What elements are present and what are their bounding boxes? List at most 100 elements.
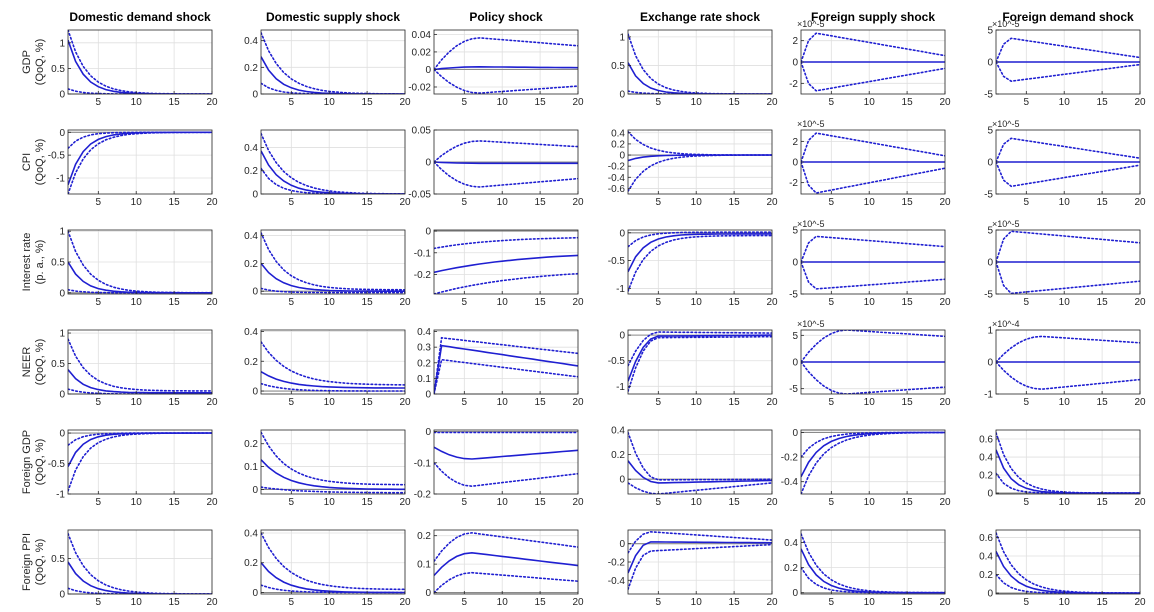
y-tick-label: 0.2 (244, 439, 258, 450)
y-tick-label: 0 (59, 90, 65, 101)
upper-band-line (261, 341, 405, 386)
y-tick-label: 0.4 (611, 128, 625, 139)
upper-band-line (628, 231, 772, 248)
x-tick-label: 15 (169, 197, 181, 208)
y-tick-label: 0 (619, 539, 625, 550)
x-tick-label: 20 (1134, 597, 1146, 608)
axes-box (627, 329, 773, 395)
irf-panel: 5 10 15 20 0 0.5 (51, 529, 218, 608)
y-tick-label: 0 (59, 128, 65, 139)
y-tick-label: -1 (56, 174, 65, 185)
y-tick-label: 0 (987, 158, 993, 169)
upper-band-line (801, 132, 945, 163)
y-tick-label: 5 (792, 331, 798, 342)
irf-panel: 5 10 15 20 0 0.5 1 (51, 29, 218, 108)
y-tick-label: -1 (984, 390, 993, 401)
x-tick-label: 5 (1024, 297, 1030, 308)
median-response-line (996, 550, 1140, 594)
y-tick-label: -5 (984, 190, 993, 201)
y-tick-label: 0.1 (417, 374, 431, 385)
row-label: Foreign GDP (QoQ, %) (21, 430, 46, 494)
upper-band-line (628, 33, 772, 94)
y-tick-label: 0.2 (244, 357, 258, 368)
x-tick-label: 10 (324, 297, 336, 308)
y-tick-label: -1 (56, 490, 65, 501)
x-tick-label: 20 (1134, 297, 1146, 308)
median-response-line (68, 432, 212, 467)
lower-band-line (628, 543, 772, 591)
y-tick-label: 0 (425, 588, 431, 599)
lower-band-line (261, 167, 405, 194)
row-label-line: (QoQ, %) (34, 39, 46, 85)
lower-band-line (801, 361, 945, 394)
y-tick-label: 1 (619, 32, 625, 43)
median-response-line (261, 262, 405, 292)
y-tick-label: 0.2 (244, 63, 258, 74)
x-tick-label: 5 (656, 197, 662, 208)
median-response-line (801, 431, 945, 478)
axes-box (800, 529, 946, 595)
y-tick-label: -0.1 (414, 248, 432, 259)
x-tick-label: 5 (96, 397, 102, 408)
x-tick-label: 20 (206, 197, 218, 208)
median-response-line (261, 370, 405, 389)
x-tick-label: 10 (1059, 397, 1071, 408)
x-tick-label: 15 (169, 397, 181, 408)
column-title: Foreign demand shock (1002, 10, 1134, 24)
lower-band-line (996, 161, 1140, 188)
y-tick-label: 0 (987, 58, 993, 69)
y-tick-label: 0.2 (611, 450, 625, 461)
x-tick-label: 15 (729, 197, 741, 208)
y-tick-label: -5 (984, 90, 993, 101)
x-tick-label: 15 (535, 597, 547, 608)
y-tick-label: 0.5 (611, 61, 625, 72)
x-tick-label: 10 (324, 397, 336, 408)
y-tick-label: 0.2 (417, 358, 431, 369)
irf-panel: 5 10 15 20 0 0.2 0.4 (244, 129, 411, 208)
irf-panel: 5 10 15 20-505×10^-5 (984, 219, 1146, 308)
row-label-line: Foreign GDP (21, 430, 33, 494)
median-response-line (996, 449, 1140, 494)
y-tick-label: -2 (789, 178, 798, 189)
y-tick-label: 0 (619, 475, 625, 486)
x-tick-label: 5 (656, 397, 662, 408)
x-tick-label: 5 (656, 597, 662, 608)
median-response-line (434, 161, 578, 165)
irf-panel: 5 10 15 20 0 0.2 0.4 (244, 528, 411, 608)
x-tick-label: 5 (96, 197, 102, 208)
y-tick-label: 0 (425, 390, 431, 401)
y-tick-label: 0 (792, 258, 798, 269)
row-label-line: NEER (21, 347, 33, 378)
lower-band-line (628, 335, 772, 393)
axes-box (260, 129, 406, 195)
x-tick-label: 20 (939, 297, 951, 308)
median-response-line (434, 344, 578, 394)
x-tick-label: 15 (535, 397, 547, 408)
x-tick-label: 15 (362, 497, 374, 508)
x-tick-label: 10 (497, 297, 509, 308)
irf-panel: 5 10 15 20 0 0.2 0.4 (611, 426, 778, 509)
lower-band-line (261, 382, 405, 392)
lower-band-line (628, 90, 772, 94)
y-tick-label: 0.02 (412, 47, 432, 58)
y-tick-label: -0.2 (608, 162, 626, 173)
y-tick-label: -0.5 (608, 356, 626, 367)
x-tick-label: 5 (96, 97, 102, 108)
upper-band-line (434, 236, 578, 250)
x-tick-label: 15 (902, 297, 914, 308)
upper-band-line (801, 235, 945, 263)
irf-panel: 5 10 15 20 0 0.5 1 (611, 29, 778, 108)
x-tick-label: 20 (1134, 97, 1146, 108)
x-tick-label: 20 (572, 197, 584, 208)
axes-box (260, 329, 406, 395)
x-tick-label: 15 (169, 297, 181, 308)
axes-box (260, 429, 406, 495)
y-tick-label: 0 (619, 331, 625, 342)
irf-panel: 5 10 15 20 -0.4 -0.2 0 (781, 428, 951, 508)
lower-band-line (68, 587, 212, 594)
upper-band-line (68, 230, 212, 294)
y-tick-label: 0.5 (51, 554, 65, 565)
irf-panel: 5 10 15 20 0 0.2 0.4 0.6 (979, 529, 1146, 608)
y-tick-label: 5 (987, 226, 993, 237)
y-tick-label: 0.4 (979, 453, 993, 464)
